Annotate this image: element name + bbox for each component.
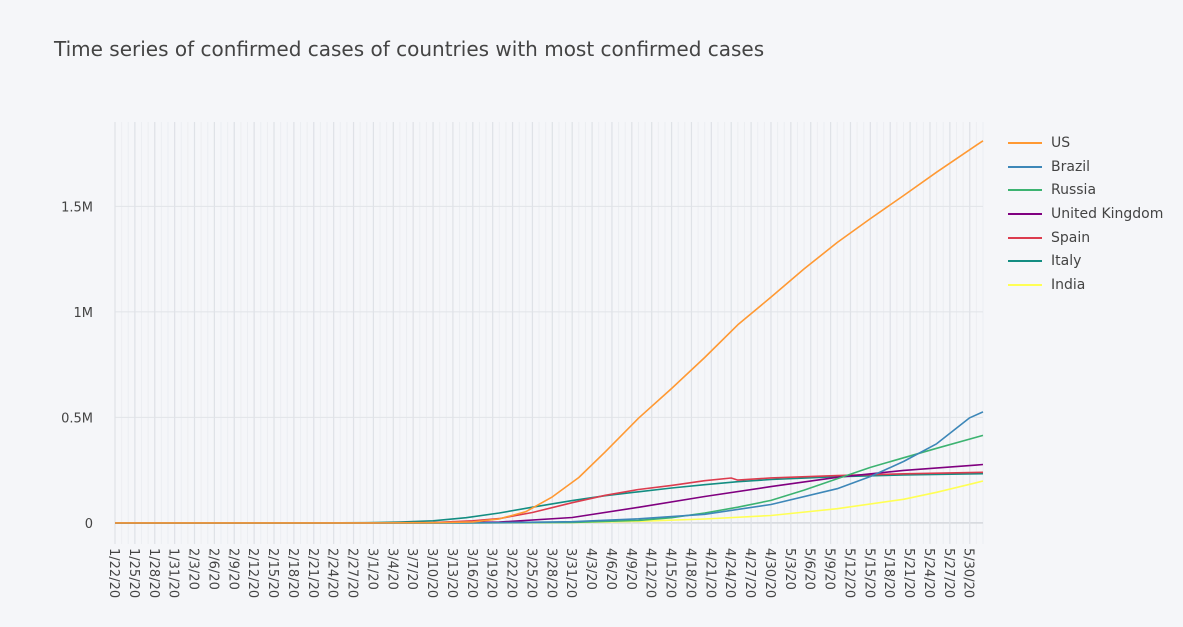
x-tick-label: 3/22/20 — [504, 548, 519, 598]
series-line-spain[interactable] — [115, 471, 984, 524]
legend-item-spain[interactable]: Spain — [1008, 226, 1163, 250]
legend-label: Russia — [1051, 182, 1097, 199]
y-tick-label: 1M — [74, 306, 94, 321]
x-tick-label: 5/30/20 — [961, 548, 976, 598]
x-tick-label: 5/21/20 — [901, 548, 916, 598]
x-tick-label: 2/18/20 — [285, 548, 300, 598]
y-tick-label: 0 — [85, 517, 93, 532]
x-tick-label: 3/16/20 — [464, 548, 479, 598]
x-tick-label: 4/12/20 — [643, 548, 658, 598]
x-tick-label: 4/24/20 — [722, 548, 737, 598]
series-lines — [114, 140, 984, 524]
x-tick-label: 4/6/20 — [603, 548, 618, 590]
legend: US Brazil Russia United Kingdom Spain Italy In… — [1008, 131, 1163, 297]
x-tick-label: 3/10/20 — [424, 548, 439, 598]
legend-label: United Kingdom — [1051, 205, 1164, 222]
x-tick-label: 5/9/20 — [822, 548, 837, 590]
x-tick-label: 3/25/20 — [523, 548, 538, 598]
series-line-us[interactable] — [115, 140, 984, 524]
x-tick-label: 3/13/20 — [444, 548, 459, 598]
x-tick-label: 4/9/20 — [623, 548, 638, 590]
x-tick-label: 3/7/20 — [404, 548, 419, 590]
legend-label: US — [1051, 134, 1071, 151]
x-tick-label: 2/6/20 — [205, 548, 220, 590]
x-axis-ticks: 1/22/20 1/25/20 1/28/20 1/31/20 2/3/20 2/6/20… — [106, 548, 976, 598]
x-tick-label: 5/6/20 — [802, 548, 817, 590]
x-tick-label: 5/15/20 — [861, 548, 876, 598]
x-tick-label: 2/21/20 — [305, 548, 320, 598]
x-tick-label: 3/19/20 — [484, 548, 499, 598]
x-tick-label: 3/1/20 — [364, 548, 379, 590]
legend-item-russia[interactable]: Russia — [1008, 178, 1163, 202]
series-line-brazil[interactable] — [115, 411, 984, 524]
x-tick-label: 2/12/20 — [245, 548, 260, 598]
x-tick-label: 1/25/20 — [126, 548, 141, 598]
x-tick-label: 3/31/20 — [563, 548, 578, 598]
x-tick-label: 2/27/20 — [345, 548, 360, 598]
legend-label: Spain — [1051, 229, 1091, 246]
x-tick-label: 2/9/20 — [225, 548, 240, 590]
y-tick-label: 0.5M — [61, 411, 93, 426]
x-tick-label: 5/24/20 — [921, 548, 936, 598]
x-tick-label: 2/3/20 — [186, 548, 201, 590]
x-tick-label: 2/24/20 — [325, 548, 340, 598]
x-tick-label: 5/18/20 — [881, 548, 896, 598]
x-tick-label: 4/15/20 — [663, 548, 678, 598]
x-tick-label: 5/27/20 — [941, 548, 956, 598]
legend-label: India — [1051, 276, 1086, 293]
x-tick-label: 3/28/20 — [543, 548, 558, 598]
x-tick-label: 4/30/20 — [762, 548, 777, 598]
legend-item-india[interactable]: India — [1008, 273, 1163, 297]
x-tick-label: 4/3/20 — [583, 548, 598, 590]
grid — [114, 122, 984, 544]
x-tick-label: 4/18/20 — [682, 548, 697, 598]
series-line-india[interactable] — [114, 480, 984, 524]
legend-swatch — [1008, 236, 1042, 239]
x-tick-label: 1/22/20 — [106, 548, 121, 598]
legend-label: Italy — [1051, 253, 1082, 270]
x-tick-label: 4/27/20 — [742, 548, 757, 598]
x-tick-label: 1/31/20 — [166, 548, 181, 598]
legend-swatch — [1008, 165, 1042, 168]
x-tick-label: 1/28/20 — [146, 548, 161, 598]
x-tick-label: 4/21/20 — [702, 548, 717, 598]
x-tick-label: 5/12/20 — [841, 548, 856, 598]
legend-swatch — [1008, 141, 1042, 144]
chart-title: Time series of confirmed cases of countr… — [54, 37, 765, 61]
x-tick-label: 5/3/20 — [782, 548, 797, 590]
legend-item-brazil[interactable]: Brazil — [1008, 155, 1163, 179]
legend-item-us[interactable]: US — [1008, 131, 1163, 155]
series-line-russia[interactable] — [115, 434, 984, 524]
legend-swatch — [1008, 189, 1042, 192]
legend-swatch — [1008, 283, 1042, 286]
legend-swatch — [1008, 260, 1042, 263]
legend-item-italy[interactable]: Italy — [1008, 249, 1163, 273]
x-tick-label: 3/4/20 — [384, 548, 399, 590]
y-tick-label: 1.5M — [61, 200, 93, 215]
legend-swatch — [1008, 212, 1042, 215]
y-axis-ticks: 0 0.5M 1M 1.5M — [61, 200, 93, 532]
legend-label: Brazil — [1051, 158, 1091, 175]
legend-item-united-kingdom[interactable]: United Kingdom — [1008, 202, 1163, 226]
x-tick-label: 2/15/20 — [265, 548, 280, 598]
